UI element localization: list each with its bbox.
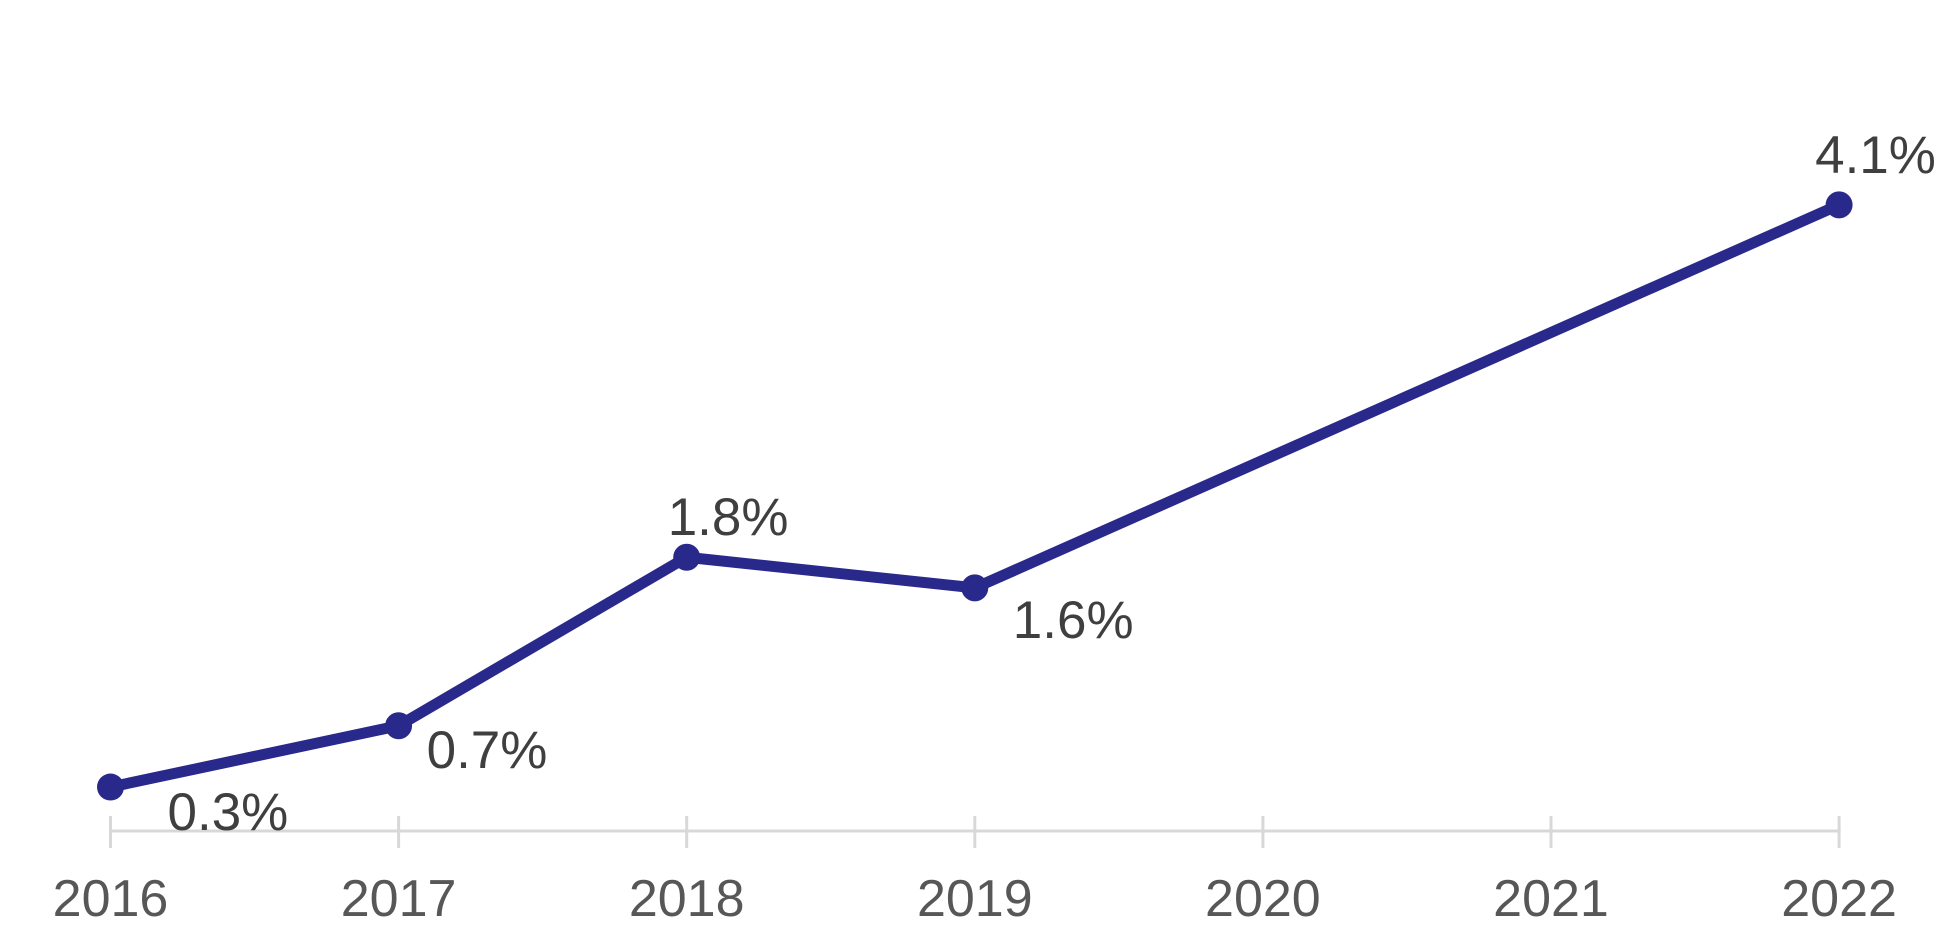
x-axis-label-2021: 2021 bbox=[1493, 870, 1609, 928]
x-axis-label-2019: 2019 bbox=[917, 870, 1033, 928]
data-point-2017 bbox=[385, 712, 413, 740]
data-label-2016: 0.3% bbox=[168, 783, 289, 842]
data-point-2022 bbox=[1825, 191, 1853, 219]
x-axis-label-2018: 2018 bbox=[629, 870, 745, 928]
data-label-2019: 1.6% bbox=[1013, 591, 1134, 650]
series-layer bbox=[97, 191, 1853, 801]
x-axis-label-2017: 2017 bbox=[341, 870, 457, 928]
data-label-2017: 0.7% bbox=[427, 721, 548, 780]
data-point-2019 bbox=[961, 574, 989, 602]
x-axis: 2016 2017 2018 2019 2020 2021 2022 bbox=[53, 816, 1897, 928]
data-point-2016 bbox=[97, 773, 124, 801]
x-axis-label-2020: 2020 bbox=[1205, 870, 1321, 928]
data-point-2018 bbox=[673, 543, 701, 571]
data-label-2018: 1.8% bbox=[668, 488, 789, 547]
data-label-2022: 4.1% bbox=[1815, 126, 1936, 185]
x-axis-label-2022: 2022 bbox=[1781, 870, 1897, 928]
x-axis-label-2016: 2016 bbox=[53, 870, 169, 928]
trend-line bbox=[105, 199, 1845, 793]
data-label-layer: 0.3% 0.7% 1.8% 1.6% 4.1% bbox=[168, 126, 1936, 842]
